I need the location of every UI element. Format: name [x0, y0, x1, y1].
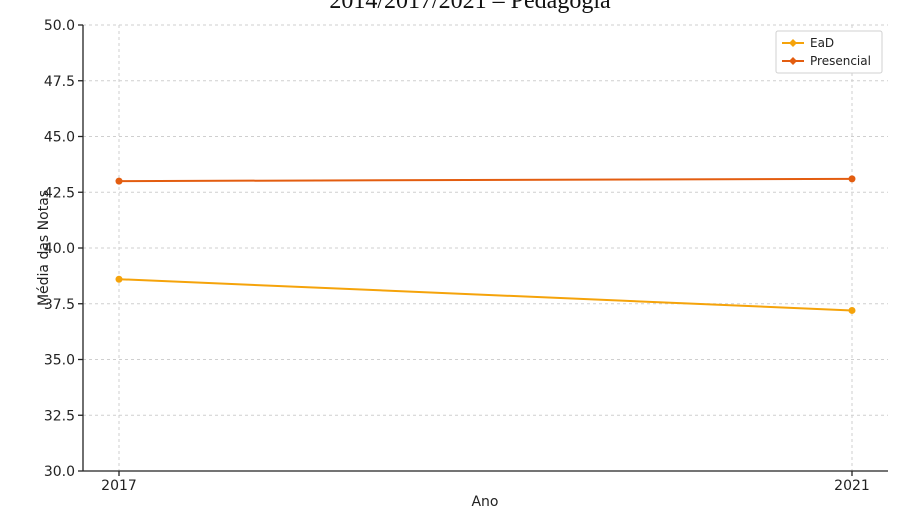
series-group — [115, 175, 856, 314]
grid — [83, 24, 888, 472]
series-line-ead — [118, 278, 853, 312]
data-point-ead — [115, 275, 123, 283]
legend-box — [775, 30, 883, 74]
data-point-presencial — [848, 175, 856, 183]
x-tick-label: 2017 — [101, 478, 137, 494]
y-tick-label: 50.0 — [44, 18, 75, 34]
series-line-presencial — [118, 177, 853, 183]
axes — [78, 24, 888, 476]
legend-label: Presencial — [810, 54, 871, 68]
y-tick-label: 45.0 — [44, 130, 75, 146]
x-tick-label: 2021 — [834, 478, 870, 494]
y-tick-label: 35.0 — [44, 353, 75, 369]
chart-title: 2014/2017/2021 – Pedagogia — [329, 0, 611, 14]
legend-marker — [789, 39, 797, 47]
y-axis-label: Média das Notas — [36, 190, 52, 306]
y-tick-labels: 30.0 32.5 35.0 37.5 40.0 42.5 45.0 47.5 50.0 — [44, 18, 75, 480]
x-tick-labels: 2017 2021 — [101, 478, 870, 494]
y-tick-label: 30.0 — [44, 464, 75, 480]
x-axis-label: Ano — [471, 494, 498, 510]
y-tick-label: 47.5 — [44, 74, 75, 90]
legend-label: EaD — [810, 36, 834, 50]
y-tick-label: 37.5 — [44, 297, 75, 313]
y-tick-label: 42.5 — [44, 185, 75, 201]
legend-marker — [789, 57, 797, 65]
y-tick-label: 32.5 — [44, 408, 75, 424]
data-point-presencial — [115, 177, 123, 185]
legend: EaD Presencial — [775, 30, 883, 74]
y-tick-label: 40.0 — [44, 241, 75, 257]
data-point-ead — [848, 306, 856, 314]
